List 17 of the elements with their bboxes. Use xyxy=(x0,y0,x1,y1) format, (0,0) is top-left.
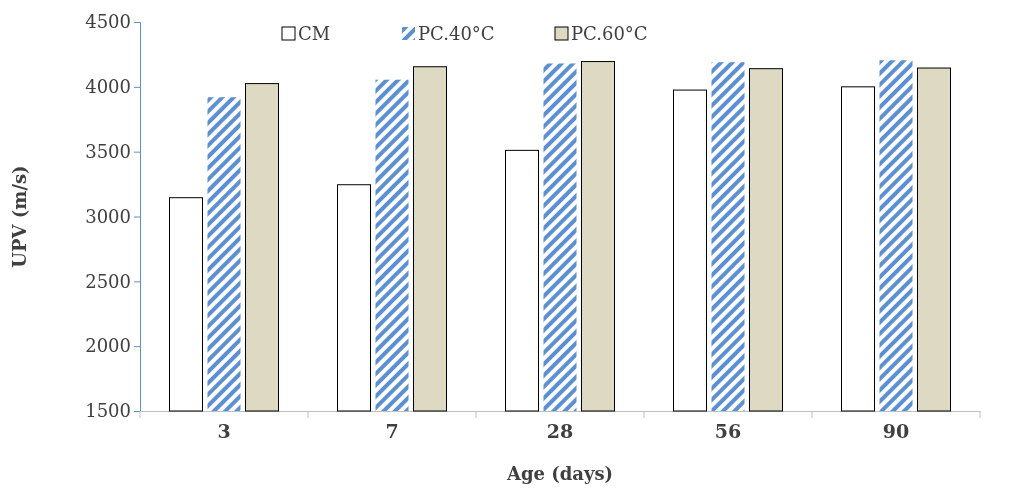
y-axis-title: UPV (m/s) xyxy=(9,165,30,268)
x-tick-label: 3 xyxy=(217,420,231,443)
y-tick-label: 4000 xyxy=(85,76,131,98)
x-tick-label: 90 xyxy=(882,420,910,443)
y-tick-label: 4500 xyxy=(85,11,131,33)
y-tick-label: 1500 xyxy=(85,400,131,422)
x-axis-title: Age (days) xyxy=(505,463,614,484)
y-tick-label: 3000 xyxy=(85,205,131,227)
legend-label: PC.40°C xyxy=(418,23,495,44)
x-tick-label: 28 xyxy=(546,420,574,443)
legend-label: CM xyxy=(298,23,331,44)
x-tick-label: 56 xyxy=(714,420,742,443)
x-tick-label: 7 xyxy=(385,420,399,443)
legend-label: PC.60°C xyxy=(571,23,648,44)
y-tick-label: 2500 xyxy=(85,270,131,292)
y-tick-label: 2000 xyxy=(85,335,131,357)
y-tick-label: 3500 xyxy=(85,140,131,162)
